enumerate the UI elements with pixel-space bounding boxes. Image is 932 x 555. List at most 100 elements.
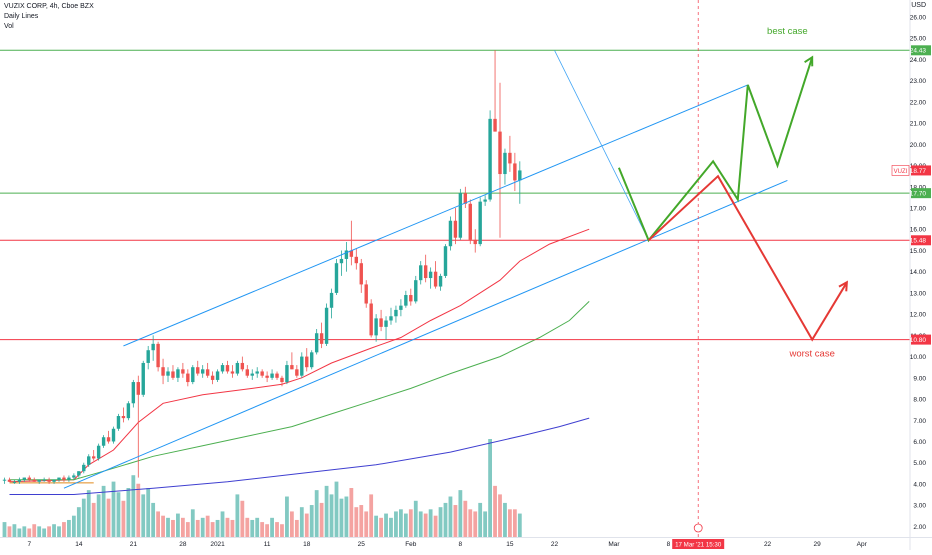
- volume-bar: [166, 517, 170, 537]
- volume-bar: [17, 528, 22, 537]
- volume-bar: [230, 519, 235, 537]
- volume-bar: [235, 494, 240, 537]
- candle-body: [295, 369, 299, 376]
- volume-bar: [2, 522, 7, 537]
- candle-body: [225, 365, 230, 372]
- volume-bar: [408, 509, 413, 537]
- volume-bar: [344, 496, 349, 537]
- volume-bar: [478, 502, 483, 537]
- volume-bar: [260, 522, 265, 537]
- candle-body: [191, 367, 195, 383]
- y-tick-label: 26.00: [910, 14, 927, 21]
- candle-body: [498, 131, 502, 175]
- price-axis: [910, 0, 932, 550]
- horizontal-levels: [0, 49, 910, 341]
- volume-bar: [413, 500, 418, 537]
- candle-body: [210, 375, 215, 380]
- volume-bar: [121, 500, 126, 537]
- volume-bar: [245, 517, 250, 537]
- volume-bar: [126, 488, 131, 537]
- volume-bar: [473, 511, 478, 537]
- candle-body: [196, 367, 200, 374]
- x-tick-label: Feb: [405, 541, 417, 548]
- candle-body: [339, 258, 344, 264]
- candle-body: [67, 477, 71, 480]
- candle-body: [488, 118, 492, 200]
- candle-body: [503, 152, 507, 175]
- candle-body: [300, 356, 304, 376]
- candle-body: [161, 367, 165, 376]
- candle-body: [493, 118, 497, 132]
- candle-body: [186, 373, 190, 383]
- price-tag-box: [911, 334, 931, 345]
- candle-body: [448, 220, 453, 247]
- candle-body: [359, 263, 363, 285]
- candle-body: [285, 365, 289, 383]
- candle-body: [205, 369, 210, 376]
- candle-body: [265, 375, 269, 378]
- volume-bar: [329, 494, 334, 537]
- candle-body: [423, 265, 428, 279]
- y-tick-label: 21.00: [910, 121, 927, 128]
- candle-body: [96, 445, 101, 459]
- candle-body: [126, 403, 131, 419]
- x-tick-label: 8: [459, 541, 463, 548]
- volume-bar: [76, 507, 81, 537]
- volume-bar: [146, 488, 151, 537]
- candle-body: [324, 307, 329, 344]
- candle-body: [141, 362, 145, 395]
- candle-body: [47, 479, 51, 482]
- candle-body: [151, 343, 155, 351]
- volume-bar: [116, 492, 121, 537]
- candle-body: [7, 479, 12, 482]
- candle-body: [245, 369, 249, 376]
- volume-bar: [453, 505, 458, 537]
- candle-body: [17, 479, 22, 482]
- candle-body: [156, 343, 160, 368]
- volume-bar: [47, 526, 51, 537]
- candle-body: [37, 479, 41, 482]
- volume-bar: [503, 502, 507, 537]
- candle-body: [201, 369, 205, 374]
- price-tag-label: 24.43: [910, 48, 927, 55]
- volume-bar: [111, 481, 116, 537]
- candle-body: [77, 471, 81, 476]
- candle-body: [473, 239, 477, 245]
- volume-bar: [171, 519, 175, 537]
- moving-average-green: [9, 301, 590, 481]
- candles: [2, 50, 522, 484]
- volume-bar: [319, 502, 324, 537]
- moving-averages: [9, 228, 590, 495]
- volume-bar: [86, 490, 91, 537]
- y-tick-label: 16.00: [910, 227, 927, 234]
- volume-bar: [220, 511, 225, 537]
- volume-bar: [205, 515, 210, 537]
- indicator-daily-lines[interactable]: Daily Lines: [4, 13, 39, 20]
- volume-bar: [403, 513, 408, 537]
- best-case-label: best case: [767, 26, 808, 37]
- candle-body: [250, 373, 254, 376]
- volume-bar: [493, 485, 497, 537]
- candle-body: [443, 246, 448, 276]
- volume-bar: [225, 517, 230, 537]
- candle-body: [319, 333, 324, 344]
- y-tick-label: 9.00: [913, 375, 926, 382]
- moving-average-purple: [9, 417, 590, 495]
- candle-body: [344, 250, 349, 259]
- x-tick-label: 11: [264, 541, 271, 548]
- candle-body: [310, 352, 314, 368]
- candle-body: [438, 275, 443, 287]
- volume-bar: [141, 494, 146, 537]
- price-tag-box: [911, 165, 931, 176]
- indicator-volume[interactable]: Vol: [4, 23, 14, 30]
- y-tick-label: 13.00: [910, 290, 927, 297]
- candle-body: [12, 481, 17, 483]
- volume-bar: [418, 511, 423, 537]
- volume-bar: [67, 519, 71, 537]
- symbol-title[interactable]: VUZIX CORP, 4h, Cboe BZX: [4, 3, 94, 10]
- volume-bar: [255, 517, 260, 537]
- candle-body: [369, 303, 373, 336]
- volume-bar: [210, 522, 215, 537]
